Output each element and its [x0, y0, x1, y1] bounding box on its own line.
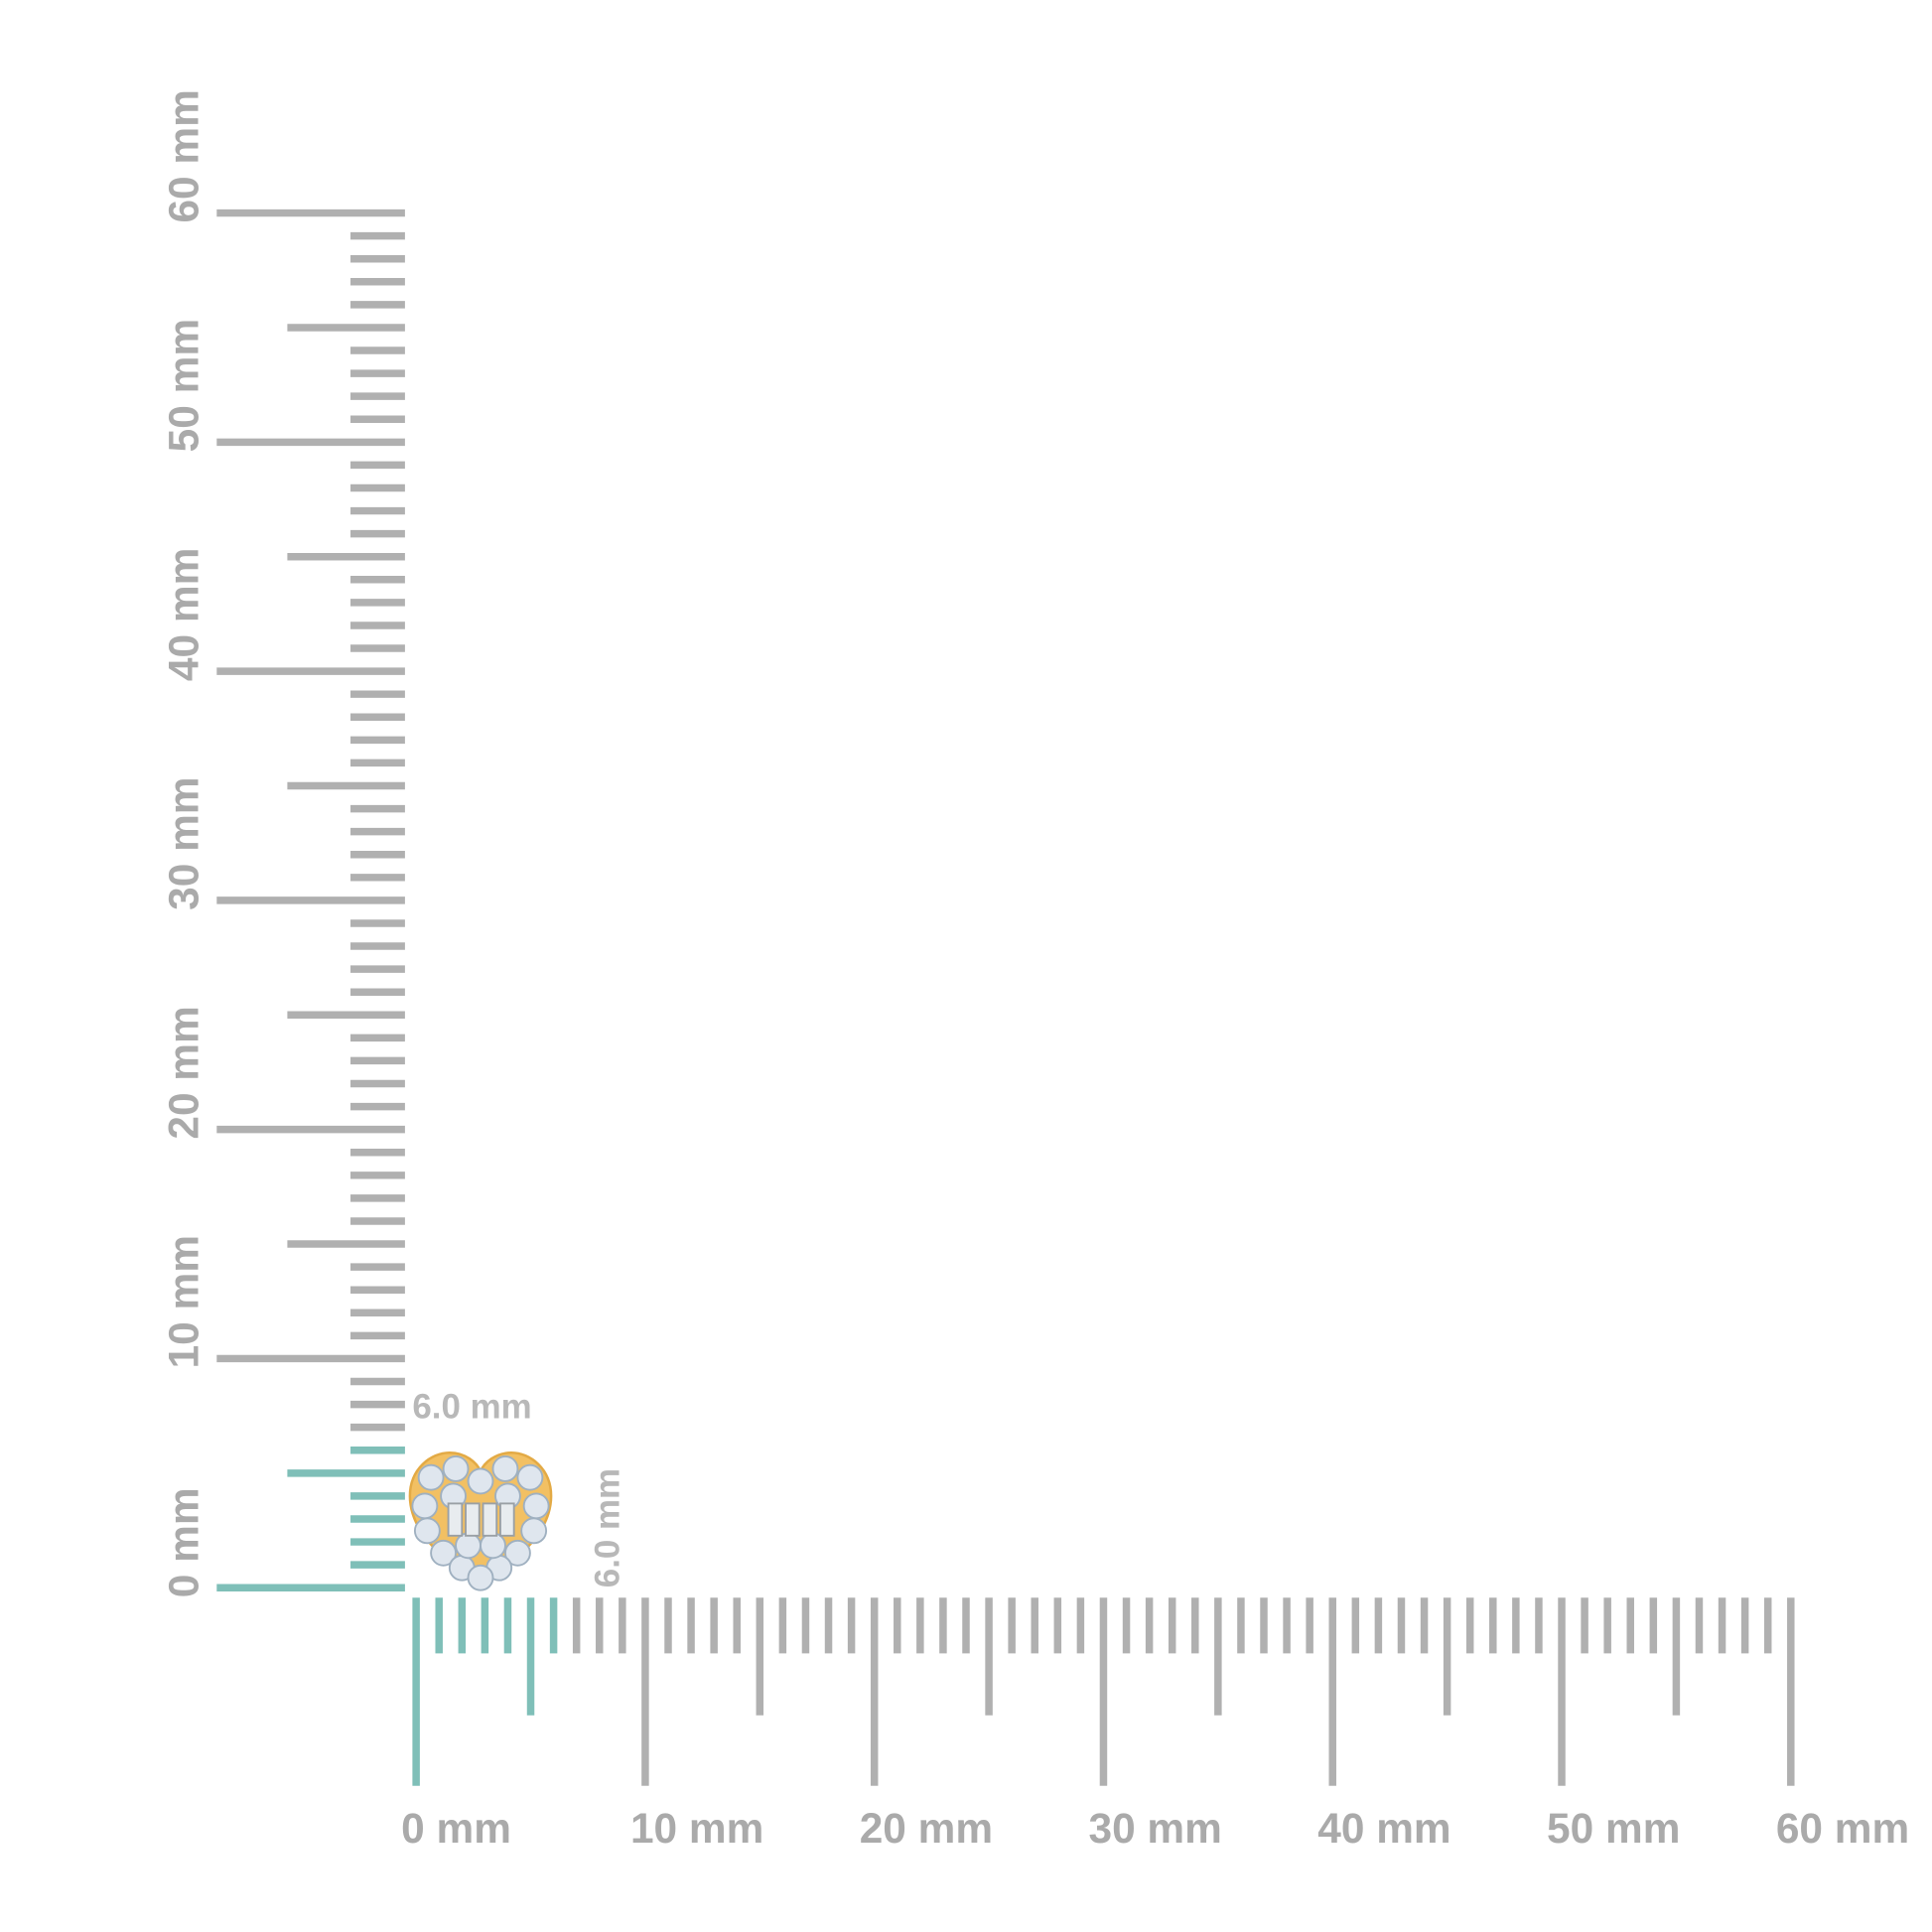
horizontal-label: 0 mm	[401, 1805, 511, 1852]
diamond-icon	[520, 1517, 548, 1545]
vertical-ruler-labels: 0 mm 10 mm 20 mm 30 mm 40 mm 50 mm 60 mm	[161, 89, 207, 1597]
horizontal-label: 40 mm	[1317, 1805, 1450, 1852]
diamond-icon	[522, 1492, 550, 1520]
horizontal-label: 50 mm	[1547, 1805, 1680, 1852]
vertical-label: 0 mm	[161, 1487, 207, 1597]
diamond-icon	[467, 1564, 494, 1591]
diamond-icon	[491, 1455, 519, 1482]
diamond-icon	[411, 1492, 439, 1520]
vertical-label: 50 mm	[161, 319, 207, 452]
vertical-label: 40 mm	[161, 548, 207, 681]
diamond-icon	[480, 1532, 506, 1560]
height-label: 6.0 mm	[589, 1468, 627, 1587]
horizontal-label: 60 mm	[1776, 1805, 1909, 1852]
horizontal-label: 30 mm	[1088, 1805, 1221, 1852]
horizontal-label: 10 mm	[630, 1805, 763, 1852]
vertical-label: 60 mm	[161, 89, 207, 222]
vertical-ruler	[216, 208, 405, 1591]
horizontal-ruler	[412, 1597, 1795, 1786]
diamond-icon	[504, 1539, 531, 1567]
diamond-icon	[430, 1539, 457, 1567]
diamond-icon	[467, 1467, 494, 1495]
diamond-icon	[442, 1455, 470, 1482]
vertical-label: 30 mm	[161, 776, 207, 909]
horizontal-ruler-labels: 0 mm 10 mm 20 mm 30 mm 40 mm 50 mm 60 mm	[401, 1805, 1909, 1852]
diamond-icon	[516, 1463, 544, 1491]
diamond-icon	[455, 1532, 482, 1560]
diamond-icon	[417, 1463, 445, 1491]
width-label: 6.0 mm	[412, 1387, 531, 1426]
vertical-label: 20 mm	[161, 1006, 207, 1139]
heart-earring-icon	[408, 1450, 553, 1591]
horizontal-label: 20 mm	[860, 1805, 993, 1852]
vertical-label: 10 mm	[161, 1235, 207, 1368]
diamond-icon	[413, 1517, 441, 1545]
